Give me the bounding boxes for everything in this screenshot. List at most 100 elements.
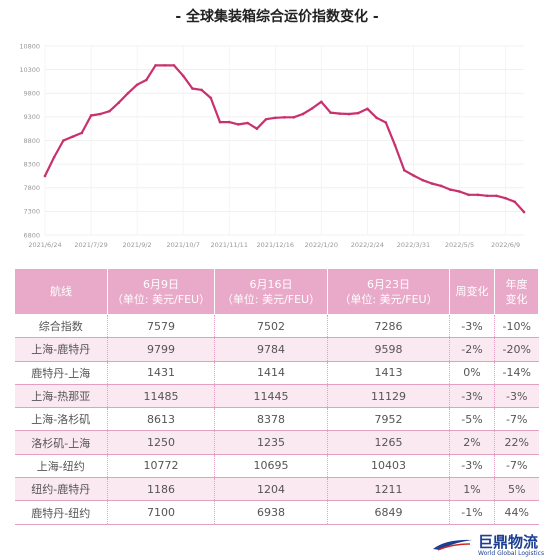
data-point <box>412 174 415 177</box>
table-cell: 9799 <box>107 337 215 362</box>
table-cell: 11445 <box>214 384 328 409</box>
y-tick-label: 10800 <box>19 42 40 50</box>
table-cell: 纽约-鹿特丹 <box>14 477 108 502</box>
table-cell: 鹿特丹-纽约 <box>14 500 108 525</box>
data-point <box>366 107 369 111</box>
y-tick-label: 8800 <box>23 137 40 145</box>
data-point <box>504 196 507 200</box>
x-tick-label: 2022/3/31 <box>397 241 430 249</box>
data-point <box>273 116 277 120</box>
series-line <box>44 64 525 213</box>
table-cell: 2% <box>449 430 495 455</box>
y-tick-label: 6800 <box>23 231 40 239</box>
column-header-line1: 6月23日 <box>367 277 410 291</box>
data-point <box>495 194 498 198</box>
data-point <box>98 112 102 116</box>
table-cell: -3% <box>449 314 495 339</box>
table-cell: 上海-鹿特丹 <box>14 337 108 362</box>
swoosh-logo-icon <box>433 539 472 551</box>
table-row: 上海-热那亚 11485 11445 11129 -3% -3% <box>14 384 539 409</box>
data-point <box>163 64 167 67</box>
data-point <box>246 121 249 125</box>
table-cell: 综合指数 <box>14 314 108 339</box>
table-cell: 6849 <box>327 500 450 525</box>
table-cell: 上海-纽约 <box>14 454 108 479</box>
x-tick-label: 2022/1/20 <box>305 241 338 249</box>
table-cell: 1265 <box>327 430 450 455</box>
y-tick-label: 9800 <box>23 90 40 98</box>
data-point <box>264 117 268 121</box>
table-cell: 6938 <box>214 500 328 525</box>
y-tick-label: 9300 <box>23 113 40 121</box>
x-tick-label: 2022/2/24 <box>351 241 384 249</box>
column-header: 周变化 <box>449 268 495 315</box>
table-cell: -2% <box>449 337 495 362</box>
freight-table: 航线 6月9日 （单位: 美元/FEU） 6月16日 （单位: 美元/FEU） 6月23日… <box>14 268 539 525</box>
column-header-line2: 变化 <box>505 292 528 306</box>
data-point <box>393 143 397 147</box>
table-cell: -3% <box>449 384 495 409</box>
data-point <box>172 64 176 67</box>
x-tick-label: 2021/11/11 <box>210 241 247 249</box>
data-point <box>320 100 323 104</box>
data-point <box>467 193 471 197</box>
x-tick-label: 2021/10/7 <box>167 241 200 249</box>
logo-brand-text: 巨鼎物流 <box>478 533 539 551</box>
company-logo: 巨鼎物流 World Global Logistics <box>432 533 554 560</box>
table-cell: 洛杉矶-上海 <box>14 430 108 455</box>
table-cell: 1204 <box>214 477 328 502</box>
column-header: 6月16日 （单位: 美元/FEU） <box>214 268 328 315</box>
data-point <box>191 87 194 90</box>
table-cell: -1% <box>449 500 495 525</box>
table-row: 纽约-鹿特丹 1186 1204 1211 1% 5% <box>14 477 539 502</box>
table-cell: 5% <box>494 477 539 502</box>
table-cell: 10772 <box>107 454 215 479</box>
data-point <box>458 190 461 193</box>
table-cell: 7286 <box>327 314 450 339</box>
data-point <box>522 210 526 214</box>
table-cell: 7502 <box>214 314 328 339</box>
column-header-line2: （单位: 美元/FEU） <box>339 292 438 306</box>
column-header: 年度 变化 <box>494 268 539 315</box>
column-header-line1: 6月16日 <box>249 277 293 291</box>
table-cell: -3% <box>494 384 539 409</box>
table-header-row: 航线 6月9日 （单位: 美元/FEU） 6月16日 （单位: 美元/FEU） 6月23日… <box>14 268 539 315</box>
table-row: 综合指数 7579 7502 7286 -3% -10% <box>14 314 539 339</box>
data-point <box>329 111 332 114</box>
data-point <box>347 112 351 116</box>
column-header-line1: 周变化 <box>455 285 489 298</box>
data-point <box>283 116 286 119</box>
data-point <box>476 193 480 197</box>
x-tick-label: 2022/6/9 <box>491 241 520 249</box>
table-body: 综合指数 7579 7502 7286 -3% -10% 上海-鹿特丹 9799 9784 959… <box>14 314 539 525</box>
table-cell: 鹿特丹-上海 <box>14 361 108 385</box>
table-cell: 1186 <box>107 477 215 502</box>
data-point <box>62 139 65 142</box>
table-cell: -3% <box>449 454 495 479</box>
table-row: 上海-鹿特丹 9799 9784 9598 -2% -20% <box>14 337 539 362</box>
data-point <box>449 188 452 191</box>
table-cell: 10695 <box>214 454 328 479</box>
column-header-line2: （单位: 美元/FEU） <box>221 292 321 306</box>
data-point <box>145 78 148 82</box>
x-tick-label: 2021/7/29 <box>74 241 107 249</box>
data-point <box>181 74 185 78</box>
y-tick-label: 10300 <box>19 66 40 74</box>
table-cell: -5% <box>449 407 495 432</box>
data-point <box>117 101 120 104</box>
data-point <box>485 194 489 198</box>
table-cell: 11485 <box>107 384 215 409</box>
data-point <box>430 182 434 185</box>
table-cell: 7579 <box>107 314 215 339</box>
table-row: 洛杉矶-上海 1250 1235 1265 2% 22% <box>14 430 539 455</box>
table-cell: -14% <box>494 361 539 385</box>
x-tick-label: 2021/6/24 <box>28 241 61 249</box>
table-cell: 9784 <box>214 337 328 362</box>
data-point <box>292 116 296 119</box>
line-chart: 6800 7300 7800 8300 8800 9300 9800 10300 10800 20… <box>19 42 526 249</box>
table-cell: 7952 <box>327 407 450 432</box>
data-point <box>356 111 360 115</box>
column-header-line1: 航线 <box>50 285 72 298</box>
table-cell: 44% <box>494 500 539 525</box>
y-tick-label: 7300 <box>23 208 40 216</box>
